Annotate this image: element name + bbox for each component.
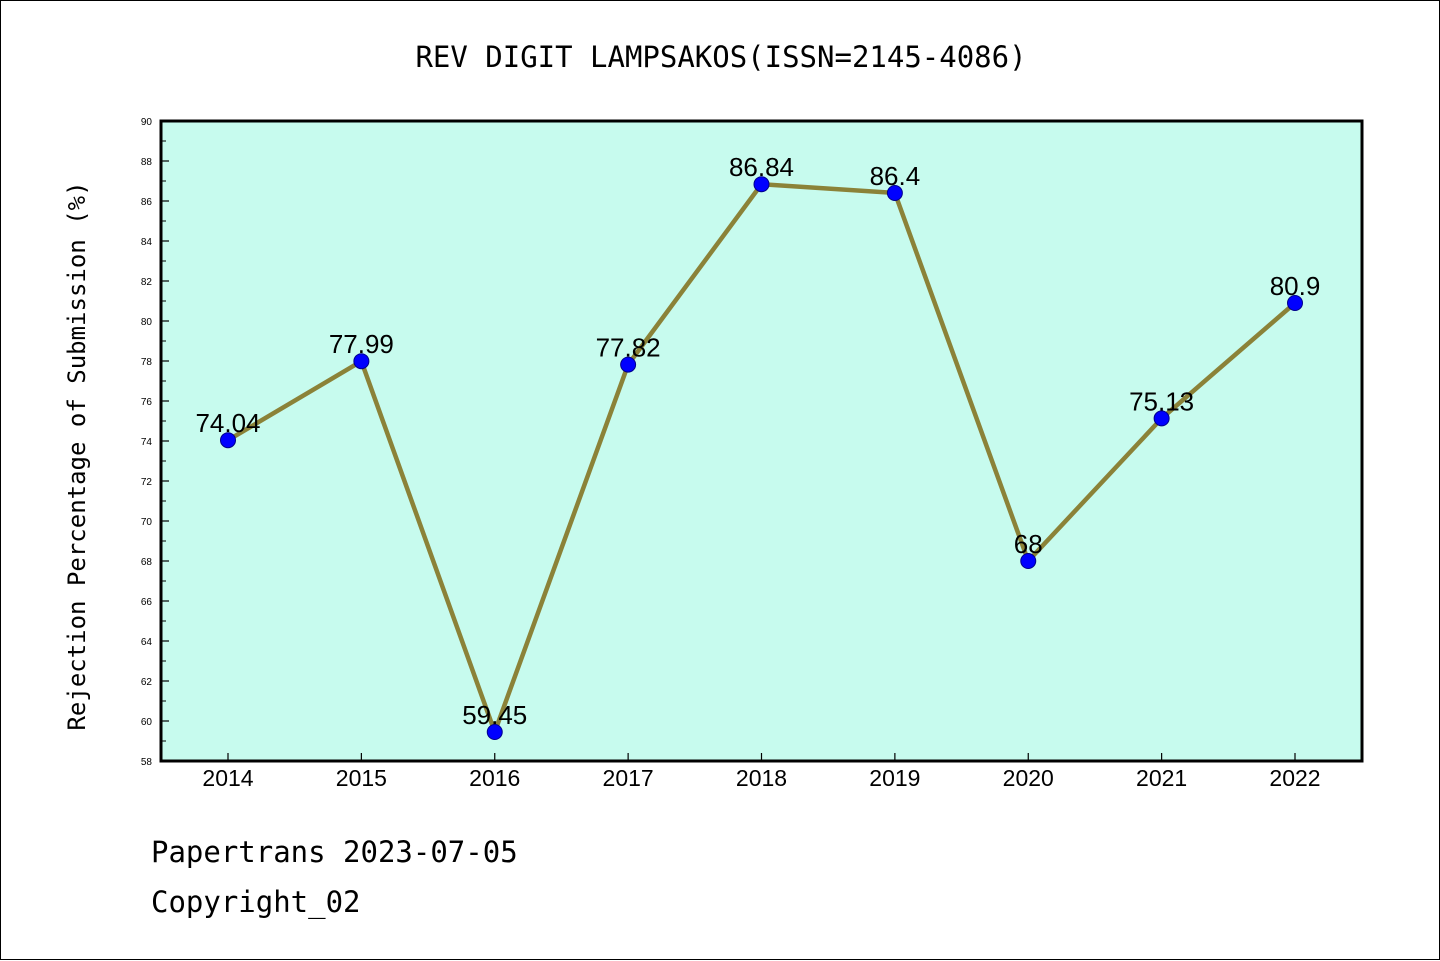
y-tick-label: 86 <box>141 197 153 208</box>
data-label: 80.9 <box>1270 271 1321 301</box>
data-point <box>753 176 770 193</box>
data-label: 74.04 <box>195 408 260 438</box>
data-point <box>1153 410 1170 427</box>
data-point <box>1287 295 1303 311</box>
y-tick-label: 68 <box>141 557 153 568</box>
series-rejection-rate: 74.04 77.99 59.45 77.82 86.84 86.4 68 75.13 80.9 <box>195 152 1321 740</box>
data-label: 68 <box>1014 529 1043 559</box>
y-tick-label: 82 <box>141 277 153 288</box>
y-tick-label: 74 <box>141 437 153 448</box>
y-tick-label: 88 <box>141 157 153 168</box>
y-tick-label: 76 <box>141 397 153 408</box>
x-tick-label: 2019 <box>869 765 920 791</box>
data-point <box>620 356 637 373</box>
x-tick-label: 2021 <box>1136 765 1187 791</box>
x-tick-label: 2014 <box>202 765 253 791</box>
y-tick-label: 72 <box>141 477 153 488</box>
data-label: 86.84 <box>729 152 794 182</box>
data-point <box>220 432 236 449</box>
x-tick-label: 2015 <box>336 765 387 791</box>
y-tick-label: 58 <box>141 757 153 768</box>
y-tick-label: 66 <box>141 597 153 608</box>
data-label: 59.45 <box>462 700 527 730</box>
y-axis-label: Rejection Percentage of Submission (%) <box>63 181 91 730</box>
y-tick-label: 70 <box>141 517 153 528</box>
data-point <box>1020 553 1037 569</box>
copyright-text: Copyright_02 <box>151 885 361 919</box>
x-axis: 2014 2015 2016 2017 2018 2019 2020 2021 2022 <box>202 753 1321 791</box>
y-tick-label: 90 <box>141 117 153 128</box>
y-tick-label: 60 <box>141 717 153 728</box>
x-tick-label: 2020 <box>1003 765 1054 791</box>
y-tick-label: 84 <box>141 237 153 248</box>
source-date-text: Papertrans 2023-07-05 <box>151 835 518 869</box>
y-tick-label: 80 <box>141 317 153 328</box>
x-tick-label: 2018 <box>736 765 787 791</box>
y-tick-label: 64 <box>141 637 153 648</box>
data-label: 77.82 <box>596 333 661 363</box>
data-label: 75.13 <box>1129 386 1194 416</box>
x-tick-label: 2016 <box>469 765 520 791</box>
plot-border <box>159 119 1364 763</box>
data-label: 86.4 <box>870 161 921 191</box>
data-point <box>486 724 503 740</box>
plot-area <box>161 121 1362 761</box>
x-tick-label: 2017 <box>603 765 654 791</box>
data-point <box>353 353 370 370</box>
data-label: 77.99 <box>329 329 394 359</box>
x-tick-label: 2022 <box>1269 765 1320 791</box>
data-point <box>886 185 903 201</box>
y-tick-label: 78 <box>141 357 153 368</box>
y-tick-label: 62 <box>141 677 153 688</box>
chart-title: REV DIGIT LAMPSAKOS(ISSN=2145-4086) <box>415 40 1026 74</box>
